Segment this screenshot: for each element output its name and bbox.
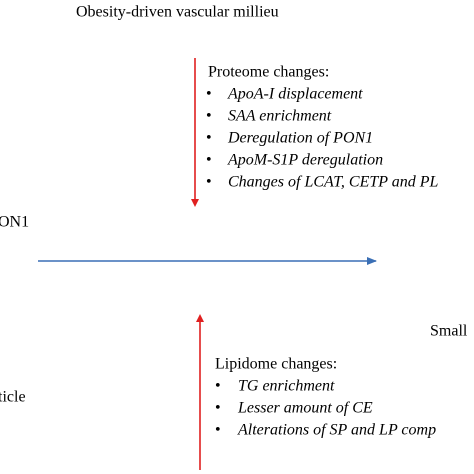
svg-text:•: • (206, 152, 212, 169)
lipidome-item: Lesser amount of CE (237, 400, 373, 417)
proteome-item: Deregulation of PON1 (227, 130, 373, 147)
svg-text:•: • (215, 422, 221, 439)
left-label: ticle (0, 389, 26, 406)
lipidome-bullets: • • • (215, 378, 221, 439)
lipidome-item: Alterations of SP and LP comp (237, 422, 436, 439)
proteome-item: ApoM-S1P deregulation (227, 152, 383, 169)
proteome-item: Changes of LCAT, CETP and PL (228, 174, 439, 191)
proteome-bullets: • • • • • (206, 86, 212, 191)
proteome-heading: Proteome changes: (208, 64, 329, 81)
proteome-item: ApoA-I displacement (227, 86, 363, 103)
svg-text:•: • (206, 86, 212, 103)
svg-text:•: • (215, 378, 221, 395)
right-label: Small (430, 323, 468, 340)
proteome-item: SAA enrichment (228, 108, 332, 125)
svg-text:•: • (206, 108, 212, 125)
lipidome-heading: Lipidome changes: (215, 356, 337, 373)
svg-text:•: • (206, 174, 212, 191)
lipidome-item: TG enrichment (238, 378, 335, 395)
svg-text:•: • (206, 130, 212, 147)
svg-text:•: • (215, 400, 221, 417)
left-label: ON1 (0, 214, 29, 231)
title: Obesity-driven vascular millieu (76, 4, 279, 21)
